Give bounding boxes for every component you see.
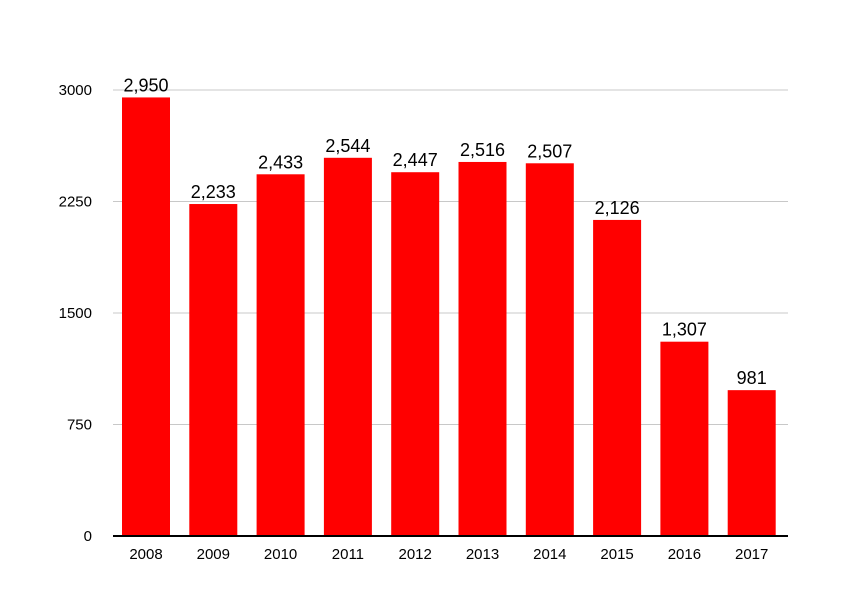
y-tick-label: 1500 — [59, 305, 92, 322]
data-label: 2,233 — [191, 182, 236, 202]
y-tick-label: 750 — [67, 417, 92, 434]
bar — [593, 219, 642, 536]
data-label: 1,307 — [662, 320, 707, 340]
data-label: 2,447 — [393, 150, 438, 170]
bar — [122, 97, 170, 536]
x-tick-label: 2013 — [466, 546, 499, 563]
x-tick-label: 2010 — [264, 546, 297, 563]
y-tick-label: 2250 — [59, 194, 92, 211]
data-label: 2,507 — [527, 141, 572, 161]
bar — [256, 174, 305, 536]
x-tick-label: 2014 — [533, 546, 566, 563]
data-label: 2,126 — [595, 198, 640, 218]
label-layer: 0 750 1500 2250 3000 2,950 2008 2,233 2009 2,433 2… — [59, 75, 769, 563]
x-tick-label: 2017 — [735, 546, 768, 563]
bar — [458, 161, 507, 537]
bar — [525, 163, 574, 536]
x-tick-label: 2008 — [129, 546, 162, 563]
x-tick-label: 2009 — [197, 546, 230, 563]
x-tick-label: 2016 — [668, 546, 701, 563]
x-tick-label: 2015 — [600, 546, 633, 563]
bar — [727, 390, 776, 536]
bar — [391, 172, 440, 537]
x-tick-label: 2012 — [399, 546, 432, 563]
data-label: 2,516 — [460, 140, 505, 160]
bar — [323, 157, 372, 537]
x-tick-label: 2011 — [332, 546, 364, 563]
data-label: 2,950 — [123, 75, 168, 95]
data-label: 2,544 — [325, 136, 370, 156]
y-tick-label: 0 — [84, 528, 92, 545]
bar — [189, 204, 238, 536]
bar — [660, 341, 709, 536]
data-label: 2,433 — [258, 152, 303, 172]
y-tick-label: 3000 — [59, 82, 92, 99]
bar-layer — [122, 97, 776, 537]
data-label: 981 — [737, 368, 767, 388]
